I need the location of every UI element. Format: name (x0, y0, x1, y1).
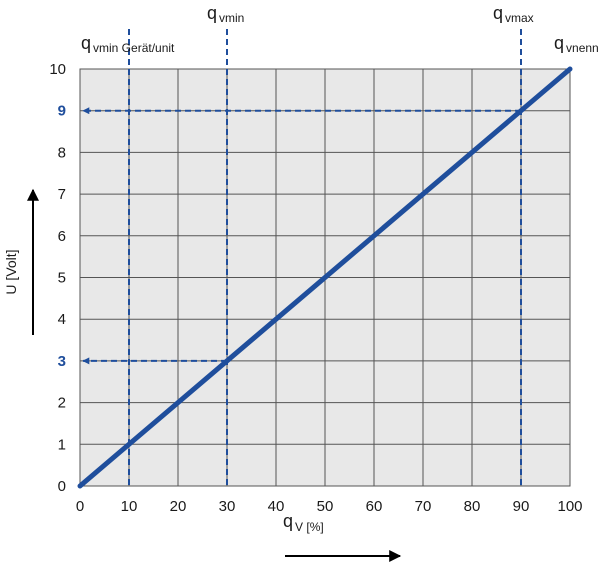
y-tick-label: 4 (58, 311, 66, 328)
x-tick-label: 20 (170, 498, 187, 515)
y-tick-label: 3 (58, 353, 66, 370)
y-tick-label: 2 (58, 395, 66, 412)
annotation-qvnenn: q vnenn (554, 33, 599, 55)
y-tick-label: 9 (58, 103, 66, 120)
annotation-main: q (81, 33, 91, 53)
x-tick-label: 70 (415, 498, 432, 515)
annotation-sub: vmax (505, 11, 534, 25)
x-tick-label: 50 (317, 498, 334, 515)
y-tick-label: 10 (49, 61, 66, 78)
annotation-sub: vnenn (566, 41, 599, 55)
y-axis-ticks: 0 1 2 3 4 5 6 7 8 9 10 (49, 61, 66, 495)
annotation-main: q (554, 33, 564, 53)
x-axis-ticks: 0 10 20 30 40 50 60 70 80 90 100 (76, 498, 583, 515)
x-tick-label: 90 (513, 498, 530, 515)
x-tick-label: 80 (464, 498, 481, 515)
x-axis-label-sub: V [%] (295, 520, 324, 534)
annotation-sub: vmin (219, 11, 244, 25)
x-tick-label: 60 (366, 498, 383, 515)
y-tick-label: 0 (58, 478, 66, 495)
x-tick-label: 100 (557, 498, 582, 515)
x-axis-label-main: q (283, 511, 293, 531)
y-tick-label: 8 (58, 144, 66, 161)
grid (79, 68, 571, 487)
annotation-main: q (207, 3, 217, 23)
x-tick-label: 10 (121, 498, 138, 515)
y-tick-label: 7 (58, 186, 66, 203)
series-line (77, 66, 573, 489)
y-tick-label: 5 (58, 270, 66, 287)
annotation-qvmin-unit: q vmin Gerät/unit (81, 33, 175, 55)
annotation-sub: vmin Gerät/unit (93, 41, 175, 55)
annotation-qvmin: q vmin (207, 3, 244, 25)
series-line-path (77, 66, 573, 489)
x-tick-label: 0 (76, 498, 84, 515)
annotation-qvmax: q vmax (493, 3, 534, 25)
annotation-main: q (493, 3, 503, 23)
y-tick-label: 1 (58, 436, 66, 453)
y-axis-label: U [Volt] (3, 249, 19, 294)
y-tick-label: 6 (58, 228, 66, 245)
x-tick-label: 30 (219, 498, 236, 515)
x-tick-label: 40 (268, 498, 285, 515)
guide-lines (82, 29, 522, 486)
